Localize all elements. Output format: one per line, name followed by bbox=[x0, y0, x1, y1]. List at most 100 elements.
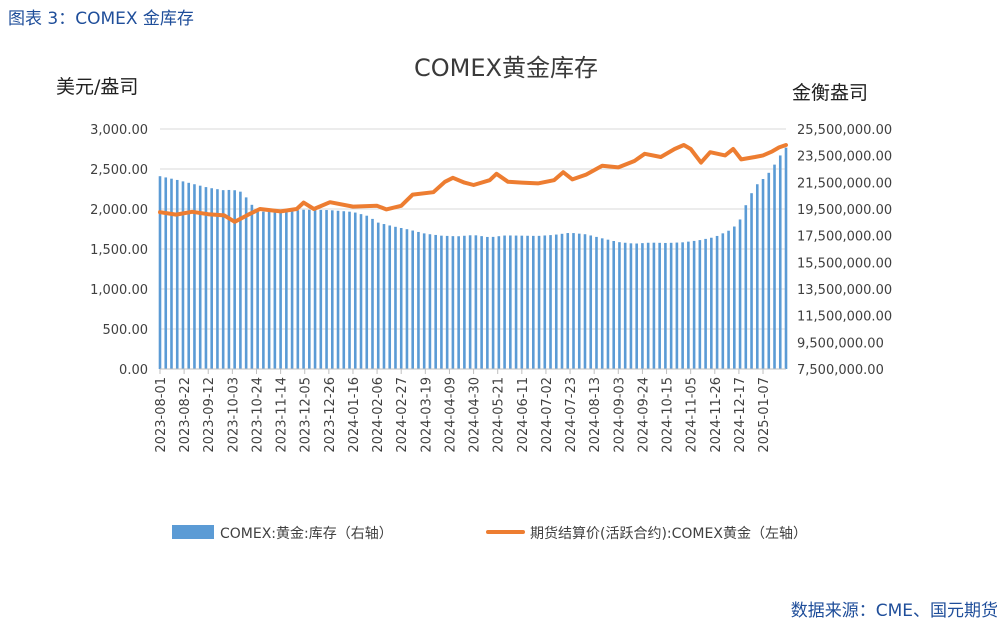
x-tick-label: 2024-01-16 bbox=[347, 377, 362, 453]
x-tick-label: 2024-11-05 bbox=[685, 377, 700, 453]
x-tick-label: 2024-03-19 bbox=[419, 377, 434, 453]
inventory-bar bbox=[641, 243, 644, 369]
x-tick-label: 2024-09-24 bbox=[636, 377, 651, 453]
inventory-bar bbox=[623, 242, 627, 369]
inventory-bar bbox=[193, 184, 196, 369]
inventory-bar bbox=[497, 236, 501, 369]
x-tick-label: 2023-12-05 bbox=[299, 377, 314, 453]
inventory-bar bbox=[755, 184, 759, 369]
inventory-bars bbox=[158, 147, 788, 369]
inventory-bar bbox=[606, 239, 610, 369]
inventory-bar bbox=[434, 234, 437, 369]
inventory-bar bbox=[692, 240, 696, 369]
y-right-tick-label: 7,500,000.00 bbox=[797, 363, 884, 378]
y-right-tick-label: 17,500,000.00 bbox=[797, 230, 892, 245]
price-line bbox=[158, 143, 788, 224]
inventory-bar bbox=[302, 209, 305, 369]
inventory-bar bbox=[704, 238, 707, 369]
inventory-bar bbox=[359, 214, 363, 369]
inventory-bar bbox=[411, 230, 414, 369]
inventory-bar bbox=[457, 236, 460, 369]
inventory-bar bbox=[365, 215, 369, 369]
inventory-bar bbox=[290, 210, 294, 369]
inventory-bar bbox=[595, 236, 598, 369]
y-left-tick-label: 1,000.00 bbox=[90, 283, 148, 298]
inventory-bar bbox=[526, 235, 529, 369]
y-right-tick-label: 25,500,000.00 bbox=[797, 123, 892, 138]
inventory-bar bbox=[388, 225, 392, 369]
inventory-bar bbox=[612, 241, 616, 369]
x-tick-label: 2024-07-23 bbox=[564, 377, 579, 453]
inventory-bar bbox=[715, 235, 719, 369]
inventory-bar bbox=[376, 222, 380, 369]
inventory-bar bbox=[348, 211, 351, 369]
inventory-bar bbox=[313, 209, 317, 369]
inventory-bar bbox=[210, 188, 213, 369]
inventory-bar bbox=[491, 236, 495, 369]
y-right-tick-label: 21,500,000.00 bbox=[797, 176, 892, 191]
inventory-bar bbox=[549, 235, 552, 369]
inventory-bar bbox=[658, 242, 661, 369]
x-tick-label: 2023-08-01 bbox=[154, 377, 169, 453]
inventory-bar bbox=[463, 235, 466, 369]
inventory-bar bbox=[698, 240, 702, 369]
inventory-bar bbox=[646, 242, 650, 369]
x-tick-label: 2024-10-15 bbox=[661, 377, 676, 453]
inventory-bar bbox=[170, 178, 173, 369]
x-tick-label: 2024-04-30 bbox=[468, 377, 483, 453]
inventory-bar bbox=[577, 233, 581, 369]
inventory-bar bbox=[572, 233, 575, 369]
source-note: 数据来源：CME、国元期货 bbox=[790, 601, 998, 621]
x-tick-label: 2023-12-26 bbox=[323, 377, 338, 453]
inventory-bar bbox=[543, 235, 547, 369]
inventory-bar bbox=[285, 211, 288, 369]
inventory-bar bbox=[600, 238, 604, 369]
inventory-bar bbox=[399, 228, 403, 369]
y-right-ticks: 7,500,000.00 9,500,000.00 11,500,000.00 13,… bbox=[797, 123, 892, 378]
inventory-bar bbox=[560, 233, 564, 369]
inventory-bar bbox=[244, 197, 248, 369]
inventory-bar bbox=[778, 155, 782, 369]
y-left-tick-label: 2,000.00 bbox=[90, 203, 148, 218]
x-tick-label: 2023-10-03 bbox=[226, 377, 241, 453]
x-tick-label: 2023-09-12 bbox=[202, 377, 217, 453]
inventory-bar bbox=[514, 235, 518, 369]
inventory-bar bbox=[175, 179, 179, 369]
inventory-bar bbox=[296, 210, 300, 369]
chart-title: COMEX黄金库存 bbox=[414, 54, 598, 82]
x-tick-label: 2024-12-17 bbox=[733, 377, 748, 453]
x-tick-label: 2024-02-27 bbox=[395, 377, 410, 453]
inventory-bar bbox=[583, 234, 587, 369]
inventory-bar bbox=[664, 242, 667, 369]
inventory-bar bbox=[681, 242, 684, 369]
inventory-bar bbox=[744, 205, 748, 369]
inventory-bar bbox=[727, 230, 730, 369]
x-tick-label: 2024-08-13 bbox=[588, 377, 603, 453]
y-left-tick-label: 2,500.00 bbox=[90, 163, 148, 178]
inventory-bar bbox=[204, 187, 208, 369]
y-left-tick-label: 0.00 bbox=[119, 363, 148, 378]
inventory-bar bbox=[652, 242, 656, 369]
gridlines bbox=[160, 128, 786, 370]
x-tick-label: 2024-02-06 bbox=[371, 377, 386, 453]
inventory-bar bbox=[422, 233, 426, 369]
x-tick-label: 2023-10-24 bbox=[250, 377, 265, 453]
y-left-tick-label: 1,500.00 bbox=[90, 243, 148, 258]
y-right-tick-label: 9,500,000.00 bbox=[797, 336, 884, 351]
inventory-bar bbox=[279, 211, 282, 369]
y-right-axis-title: 金衡盎司 bbox=[792, 82, 868, 104]
y-right-tick-label: 15,500,000.00 bbox=[797, 256, 892, 271]
figure-caption: 图表 3：COMEX 金库存 bbox=[8, 9, 194, 29]
inventory-bar bbox=[537, 235, 541, 369]
y-left-tick-label: 3,000.00 bbox=[90, 123, 148, 138]
inventory-bar bbox=[589, 235, 593, 369]
inventory-bar bbox=[554, 234, 558, 369]
y-right-tick-label: 13,500,000.00 bbox=[797, 283, 892, 298]
inventory-bar bbox=[486, 236, 489, 369]
inventory-bar bbox=[336, 210, 340, 369]
inventory-bar bbox=[330, 210, 334, 369]
x-tick-label: 2023-08-22 bbox=[178, 377, 193, 453]
inventory-bar bbox=[520, 235, 524, 369]
inventory-bar bbox=[428, 234, 432, 369]
